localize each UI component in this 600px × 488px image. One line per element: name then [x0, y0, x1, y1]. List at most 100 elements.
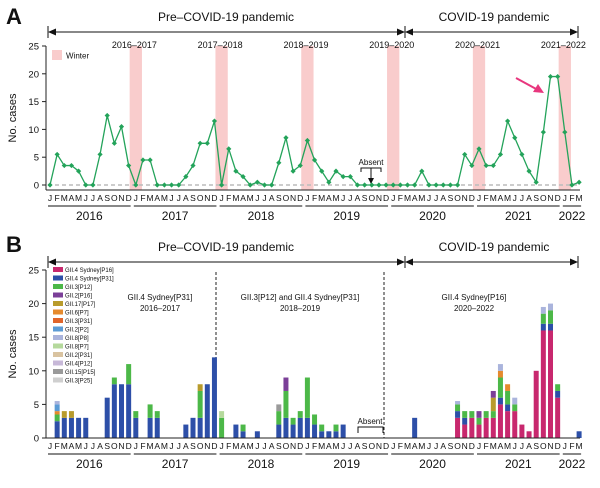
month-label: O	[368, 441, 375, 451]
bar-segment	[497, 377, 503, 398]
month-label: S	[533, 193, 539, 203]
bar-segment	[540, 306, 546, 314]
winter-legend-label: Winter	[66, 52, 89, 61]
bar-segment	[76, 417, 82, 438]
bar-segment	[197, 384, 203, 391]
winter-shading	[129, 46, 571, 190]
case-point	[247, 182, 253, 188]
month-label: M	[504, 193, 511, 203]
case-point	[433, 182, 439, 188]
year-label: 2016	[76, 209, 103, 223]
annotation-3-line1: GII.4 Sydney[P16]	[442, 293, 507, 302]
case-point	[240, 174, 246, 180]
month-label: N	[547, 193, 553, 203]
case-point	[283, 135, 289, 141]
case-point	[211, 118, 218, 124]
panel-a-y-label: No. cases	[7, 93, 19, 142]
case-point	[76, 168, 82, 174]
month-label: A	[412, 441, 418, 451]
month-label: M	[61, 441, 68, 451]
case-point	[569, 182, 575, 188]
month-label: A	[355, 441, 361, 451]
bar-segment	[68, 417, 74, 438]
bar-segment	[219, 411, 225, 418]
month-label: M	[75, 193, 82, 203]
covid-period-arrow-b	[405, 256, 579, 268]
case-point	[61, 162, 67, 169]
bar-segment	[490, 411, 496, 418]
month-label: O	[368, 193, 375, 203]
month-label: S	[190, 441, 196, 451]
bar-segment	[290, 424, 296, 438]
b-ytick-label: 5	[34, 400, 39, 411]
legend-label: GII.8[P7]	[65, 345, 89, 351]
bar-segment	[476, 424, 482, 438]
bar-segment	[533, 370, 539, 438]
case-point	[547, 73, 554, 80]
month-label: J	[477, 441, 481, 451]
case-point	[483, 162, 489, 169]
bar-segment	[319, 431, 325, 438]
bar-segment	[526, 431, 532, 438]
month-label: A	[440, 193, 446, 203]
month-label: D	[469, 441, 475, 451]
month-label: D	[297, 441, 303, 451]
bar-segment	[519, 424, 525, 438]
a-ytick-label: 10	[28, 125, 39, 136]
bar-segment	[54, 414, 60, 422]
bar-segment	[333, 424, 339, 432]
year-label: 2019	[333, 209, 360, 223]
month-label: M	[418, 193, 425, 203]
case-point	[126, 162, 132, 169]
b-ytick-label: 25	[28, 266, 39, 277]
year-label: 2017	[162, 457, 189, 471]
case-point	[576, 179, 582, 185]
annotation-2-line1: GII.3[P12] and GII.4 Sydney[P31]	[241, 293, 360, 302]
bar-segment	[548, 310, 553, 324]
case-point	[54, 151, 60, 158]
bar-segment	[462, 411, 468, 418]
case-point	[505, 118, 511, 124]
bar-segment	[240, 424, 246, 432]
month-label: M	[247, 441, 254, 451]
month-label: F	[226, 193, 231, 203]
legend-swatch	[53, 369, 63, 374]
a-ytick-label: 25	[28, 42, 39, 53]
bar-segment	[476, 417, 482, 425]
case-point	[354, 182, 361, 188]
bar-segment	[490, 397, 496, 412]
month-label: N	[118, 193, 124, 203]
bar-segment	[197, 417, 203, 438]
bar-segment	[54, 404, 60, 412]
month-label: M	[490, 441, 497, 451]
month-label: J	[477, 193, 481, 203]
month-label: S	[362, 193, 368, 203]
month-label: O	[540, 441, 547, 451]
month-label: F	[55, 193, 60, 203]
case-point	[269, 182, 275, 188]
bar-segment	[297, 417, 303, 438]
month-label: J	[91, 441, 95, 451]
bar-segment	[455, 411, 461, 418]
legend-label: GII.8[P8]	[65, 336, 89, 342]
case-line	[49, 75, 580, 188]
case-point	[533, 179, 539, 185]
bar-segment	[476, 411, 482, 418]
season-label-5: 2021–2022	[541, 40, 586, 50]
legend-swatch	[53, 360, 63, 366]
bar-segment	[340, 424, 346, 438]
bar-segment	[83, 417, 89, 438]
month-label: O	[111, 193, 118, 203]
month-label: J	[169, 193, 173, 203]
month-label: M	[576, 193, 583, 203]
legend-label: GII.3[P31]	[65, 319, 92, 325]
covid-period-label: COVID-19 pandemic	[439, 10, 550, 24]
month-label: F	[140, 441, 145, 451]
legend-swatch	[53, 343, 63, 349]
bar-segment	[304, 417, 310, 438]
bar-segment	[455, 417, 461, 438]
year-label: 2021	[505, 209, 532, 223]
month-label: M	[576, 441, 583, 451]
b-ytick-label: 10	[28, 366, 39, 377]
case-point	[462, 151, 468, 158]
